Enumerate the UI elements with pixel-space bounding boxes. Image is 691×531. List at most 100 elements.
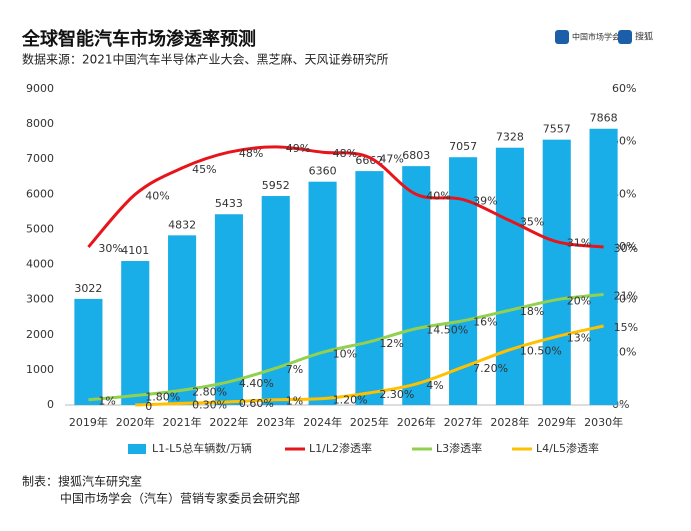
y-tick-label: 4000 bbox=[26, 258, 54, 271]
bar bbox=[168, 235, 197, 405]
y-tick-label: 8000 bbox=[26, 117, 54, 130]
data-label: 18% bbox=[520, 305, 544, 318]
x-tick-label: 2026年 bbox=[397, 415, 436, 429]
y-tick-label: 1000 bbox=[26, 363, 54, 376]
y2-tick-label: 30% bbox=[612, 240, 636, 253]
x-tick-label: 2030年 bbox=[584, 415, 623, 429]
data-label: 4101 bbox=[121, 244, 149, 257]
bar bbox=[308, 181, 337, 405]
x-tick-label: 2022年 bbox=[209, 415, 248, 429]
line bbox=[135, 324, 604, 407]
bar bbox=[495, 147, 524, 405]
logo-text: 中国市场学会 bbox=[572, 32, 620, 42]
data-label: 0.30% bbox=[192, 398, 227, 411]
data-label: 0.60% bbox=[239, 397, 274, 410]
legend-label: L4/L5渗透率 bbox=[536, 441, 599, 455]
footer-line: 制表：搜狐汽车研究室 bbox=[22, 474, 142, 489]
line bbox=[88, 292, 604, 402]
x-tick-label: 2021年 bbox=[163, 415, 202, 429]
data-label: 7% bbox=[286, 363, 303, 376]
data-label: 40% bbox=[426, 189, 450, 202]
data-label: 35% bbox=[520, 216, 544, 229]
data-label: 45% bbox=[192, 163, 216, 176]
data-label: 16% bbox=[473, 316, 497, 329]
y2-tick-label: 60% bbox=[612, 82, 636, 95]
bar bbox=[402, 166, 431, 405]
chart-title: 全球智能汽车市场渗透率预测 bbox=[21, 28, 256, 50]
x-tick-label: 2020年 bbox=[116, 415, 155, 429]
data-label: 0 bbox=[145, 400, 152, 413]
x-tick-label: 2019年 bbox=[69, 415, 108, 429]
data-label: 10% bbox=[333, 347, 357, 360]
data-label: 48% bbox=[333, 147, 357, 160]
y2-tick-label: 40% bbox=[612, 187, 636, 200]
y-tick-label: 0 bbox=[47, 398, 54, 411]
logo-icon bbox=[618, 30, 632, 44]
data-label: 4% bbox=[426, 379, 443, 392]
data-label: 5952 bbox=[262, 179, 290, 192]
data-label: 5433 bbox=[215, 197, 243, 210]
data-label: 6360 bbox=[309, 165, 337, 178]
data-label: 10.50% bbox=[520, 345, 562, 358]
bar bbox=[355, 171, 384, 405]
data-label: 4.40% bbox=[239, 377, 274, 390]
y-tick-label: 5000 bbox=[26, 222, 54, 235]
x-tick-label: 2024年 bbox=[303, 415, 342, 429]
data-label: 6803 bbox=[402, 149, 430, 162]
bar bbox=[214, 214, 243, 405]
line bbox=[87, 145, 604, 249]
data-label: 2.80% bbox=[192, 385, 227, 398]
data-label: 7.20% bbox=[473, 362, 508, 375]
y2-tick-label: 10% bbox=[612, 345, 636, 358]
data-label: 2.30% bbox=[379, 388, 414, 401]
data-label: 1.80% bbox=[145, 391, 180, 404]
data-label: 30% bbox=[98, 242, 122, 255]
data-label: 39% bbox=[473, 195, 497, 208]
x-tick-label: 2029年 bbox=[537, 415, 576, 429]
bar bbox=[589, 128, 618, 405]
data-label: 3022 bbox=[74, 282, 102, 295]
data-label: 1% bbox=[286, 395, 303, 408]
x-tick-label: 2023年 bbox=[256, 415, 295, 429]
x-tick-label: 2028年 bbox=[490, 415, 529, 429]
data-label: 47% bbox=[379, 152, 403, 165]
y-tick-label: 2000 bbox=[26, 328, 54, 341]
bar bbox=[542, 139, 571, 405]
chart-subtitle: 数据来源：2021中国汽车半导体产业大会、黑芝麻、天风证券研究所 bbox=[22, 52, 389, 67]
y2-tick-label: 20% bbox=[612, 293, 636, 306]
data-label: 1% bbox=[98, 395, 115, 408]
y-tick-label: 6000 bbox=[26, 187, 54, 200]
data-label: 21% bbox=[614, 289, 638, 302]
x-tick-label: 2027年 bbox=[444, 415, 483, 429]
logo-text: 搜狐 bbox=[635, 31, 653, 43]
data-label: 1.20% bbox=[333, 394, 368, 407]
y-tick-label: 7000 bbox=[26, 152, 54, 165]
y-tick-label: 3000 bbox=[26, 293, 54, 306]
logo-icon bbox=[555, 30, 569, 44]
data-label: 14.50% bbox=[426, 324, 468, 337]
data-label: 15% bbox=[614, 321, 638, 334]
bar bbox=[121, 261, 150, 405]
legend-label: L3渗透率 bbox=[436, 441, 482, 455]
data-label: 20% bbox=[567, 295, 591, 308]
data-label: 49% bbox=[286, 142, 310, 155]
data-label: 7057 bbox=[449, 140, 477, 153]
data-label: 7328 bbox=[496, 131, 524, 144]
data-label: 30% bbox=[614, 242, 638, 255]
data-label: 4832 bbox=[168, 218, 196, 231]
x-tick-label: 2025年 bbox=[350, 415, 389, 429]
footer-line: 中国市场学会（汽车）营销专家委员会研究部 bbox=[60, 491, 300, 506]
data-label: 6662 bbox=[355, 154, 383, 167]
data-label: 40% bbox=[145, 189, 169, 202]
data-label: 48% bbox=[239, 147, 263, 160]
legend-swatch bbox=[128, 444, 146, 454]
data-label: 7868 bbox=[590, 112, 618, 125]
data-label: 13% bbox=[567, 332, 591, 345]
y-tick-label: 9000 bbox=[26, 82, 54, 95]
data-label: 31% bbox=[567, 237, 591, 250]
y2-tick-label: 50% bbox=[612, 135, 636, 148]
legend-label: L1/L2渗透率 bbox=[309, 441, 372, 455]
data-label: 7557 bbox=[543, 123, 571, 136]
legend-label: L1-L5总车辆数/万辆 bbox=[152, 441, 252, 455]
